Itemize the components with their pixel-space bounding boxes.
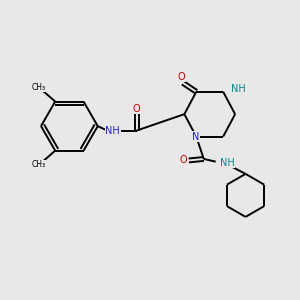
Text: NH: NH <box>105 126 120 136</box>
Text: O: O <box>178 72 185 82</box>
Text: CH₃: CH₃ <box>32 83 46 92</box>
Text: NH: NH <box>231 84 245 94</box>
Text: O: O <box>133 104 140 114</box>
Text: CH₃: CH₃ <box>32 160 46 169</box>
Text: NH: NH <box>220 158 235 167</box>
Text: N: N <box>192 132 200 142</box>
Text: O: O <box>180 155 187 166</box>
